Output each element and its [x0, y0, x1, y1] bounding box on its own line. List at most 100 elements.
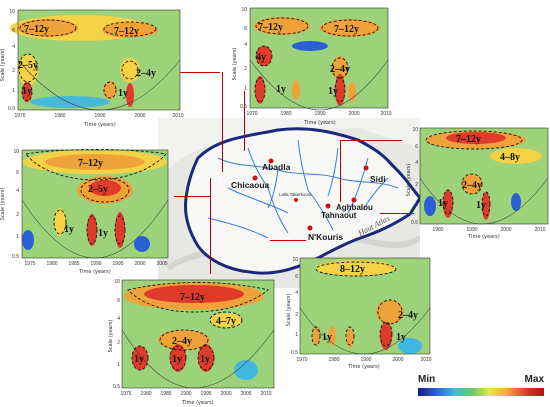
connector-line	[174, 196, 210, 197]
y-tick: 1	[295, 332, 298, 338]
river-network	[207, 139, 399, 239]
y-tick: 10	[241, 7, 247, 13]
x-tick: 1990	[466, 227, 477, 233]
x-tick: 1975	[120, 391, 131, 397]
y-tick: 10	[114, 279, 120, 285]
x-tick: 2005	[240, 391, 251, 397]
station-aghbalou-dot[interactable]	[351, 197, 357, 203]
x-tick: 2010	[420, 357, 431, 363]
y-tick: 4	[16, 188, 19, 194]
x-tick: 2010	[534, 227, 545, 233]
x-tick: 1990	[314, 111, 325, 117]
x-axis-title: Time (years)	[467, 234, 500, 240]
period-label: 4y	[256, 52, 266, 63]
y-tick: 6	[295, 274, 298, 280]
period-label: 1y	[22, 86, 32, 97]
wavelet-panel-3-svg: Scale (years) 7–12y 2–5y 1y 1y 10 6 4 2 …	[0, 149, 169, 275]
period-label: 2–5y	[18, 60, 38, 71]
period-label: 8–12y	[340, 264, 365, 275]
connector-line	[380, 213, 414, 214]
x-tick: 1990	[360, 357, 371, 363]
x-tick: 1990	[90, 261, 101, 267]
station-lalla-dot[interactable]	[294, 198, 298, 202]
connector-line	[340, 140, 341, 202]
x-tick: 1970	[14, 113, 25, 119]
period-label: 1y	[118, 88, 128, 99]
y-tick: 0.5	[8, 106, 15, 112]
station-nkouris-dot[interactable]	[307, 225, 313, 231]
y-tick: 2	[244, 66, 247, 72]
period-label: 7–12y	[24, 24, 49, 35]
station-abadla-dot[interactable]	[268, 158, 274, 164]
y-tick: 1	[117, 362, 120, 368]
period-label: 1y	[396, 332, 406, 343]
period-label: 4–8y	[500, 152, 520, 163]
connector-line	[222, 72, 223, 172]
y-tick: 2	[12, 68, 15, 74]
period-label: 7–12y	[334, 24, 359, 35]
connector-line	[244, 91, 245, 151]
station-tahnaout-label: Tahnaout	[321, 211, 357, 220]
connector-line	[340, 140, 402, 141]
wavelet-panel-4: Scale (years) 7–12y 4–8y 2–4y 1y 1y 10 6…	[406, 122, 550, 240]
period-label: 2–4y	[136, 68, 156, 79]
period-label: 1y	[328, 86, 338, 97]
y-tick: 6	[16, 170, 19, 176]
x-tick: 2010	[260, 391, 271, 397]
wavelet-panel-2: Scale (years) 7–12y 7–12y 4y 2–4y 1y 1y …	[232, 0, 392, 128]
y-tick: 2	[117, 340, 120, 346]
colorbar-gradient	[418, 388, 544, 396]
y-tick: 10	[9, 9, 15, 15]
wavelet-panel-3: Scale (years) 7–12y 2–5y 1y 1y 10 6 4 2 …	[0, 140, 172, 275]
station-aghbalou-label: Aghbalou	[336, 203, 373, 212]
y-tick: 0.5	[12, 254, 19, 260]
y-tick: 0.5	[240, 104, 247, 110]
station-lalla-label: Lalla Takerkoust	[279, 192, 312, 197]
x-tick: 1995	[200, 391, 211, 397]
x-tick: 2010	[380, 111, 391, 117]
x-tick: 1995	[112, 261, 123, 267]
period-label: 7–12y	[114, 26, 139, 37]
x-tick: 1975	[24, 261, 35, 267]
y-axis-title: Scale (years)	[0, 49, 6, 82]
x-tick: 2000	[134, 261, 145, 267]
y-tick: 4	[244, 42, 247, 48]
y-tick: 6	[117, 298, 120, 304]
x-tick: 2010	[172, 113, 183, 119]
x-tick: 1985	[160, 391, 171, 397]
station-sidi-label: Sidi	[370, 174, 386, 184]
y-tick: 1	[415, 202, 418, 208]
y-tick: 4	[12, 44, 15, 50]
y-axis-title: Scale (years)	[232, 48, 238, 81]
y-tick: 2	[295, 312, 298, 318]
y-tick: 2	[415, 182, 418, 188]
y-tick: 0.5	[411, 220, 418, 226]
x-tick: 1980	[54, 113, 65, 119]
x-tick: 2000	[392, 357, 403, 363]
period-label: 1y	[276, 84, 286, 95]
y-tick: 10	[412, 127, 418, 133]
period-label: 7–12y	[456, 134, 481, 145]
x-tick: 1980	[432, 227, 443, 233]
station-chicaoua-dot[interactable]	[252, 175, 258, 181]
station-chicaoua-label: Chicaoua	[231, 180, 270, 190]
y-tick: 4	[117, 316, 120, 322]
x-tick: 1970	[246, 111, 257, 117]
x-tick: 1980	[140, 391, 151, 397]
x-tick: 2000	[134, 113, 145, 119]
y-tick: 6	[12, 28, 15, 34]
period-label: 1y	[438, 198, 448, 209]
wavelet-panel-5-svg: Scale (years) 7–12y 4–7y 2–4y 1y 1y 1y 1…	[108, 279, 275, 406]
station-tahnaout-dot[interactable]	[325, 203, 331, 209]
basin-map: Abadla Chicaoua Sidi Aghbalou Tahnaout N…	[158, 118, 422, 288]
y-axis-title: Scale (years)	[0, 188, 6, 221]
station-sidi-dot[interactable]	[363, 165, 369, 171]
y-tick: 10	[13, 149, 19, 155]
period-label: 1y	[98, 228, 108, 239]
x-tick: 1980	[328, 357, 339, 363]
colorbar-max-label: Max	[524, 374, 544, 385]
x-tick: 1980	[280, 111, 291, 117]
y-tick: 10	[292, 257, 298, 263]
basin-map-svg: Abadla Chicaoua Sidi Aghbalou Tahnaout N…	[158, 118, 422, 288]
y-axis-title: Scale (years)	[108, 320, 114, 353]
